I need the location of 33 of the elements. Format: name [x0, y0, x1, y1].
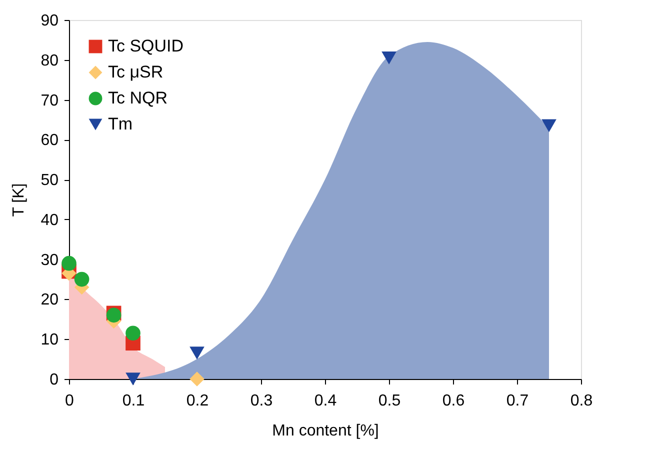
- y-tick-label: 80: [40, 52, 59, 70]
- y-tick-label: 0: [50, 372, 59, 388]
- x-tick-label: 0.4: [314, 392, 337, 410]
- x-tick-label: 0.5: [378, 392, 401, 410]
- y-tick-label: 50: [40, 172, 59, 190]
- x-axis-title: Mn content [%]: [272, 422, 379, 440]
- y-tick-label: 90: [40, 12, 59, 30]
- legend-label: Tc μSR: [108, 62, 164, 82]
- y-tick-label: 10: [40, 332, 59, 349]
- point: [542, 119, 556, 132]
- point: [74, 272, 90, 287]
- point: [62, 256, 76, 271]
- y-tick-label: 60: [40, 132, 59, 150]
- x-tick-label: 0.3: [250, 392, 273, 410]
- x-tick-label: 0.2: [186, 392, 209, 410]
- y-tick-label: 20: [40, 292, 59, 309]
- legend-label: Tc NQR: [108, 88, 168, 108]
- x-tick-label: 0.8: [570, 392, 593, 410]
- y-axis-title: T [K]: [10, 183, 28, 217]
- point: [126, 372, 140, 386]
- y-tick-label: 70: [40, 92, 59, 110]
- point: [190, 372, 204, 386]
- point: [126, 326, 140, 341]
- y-tick-label: 40: [40, 212, 59, 229]
- x-tick-label: 0.7: [506, 392, 529, 410]
- x-tick-label: 0.1: [122, 392, 145, 410]
- x-tick-label: 0.6: [442, 392, 465, 410]
- x-tick-label: 0: [65, 392, 74, 410]
- point: [190, 346, 204, 360]
- legend-label: Tm: [108, 114, 133, 134]
- legend-label: Tc SQUID: [108, 36, 184, 56]
- point: [382, 51, 396, 64]
- y-tick-label: 30: [40, 252, 59, 269]
